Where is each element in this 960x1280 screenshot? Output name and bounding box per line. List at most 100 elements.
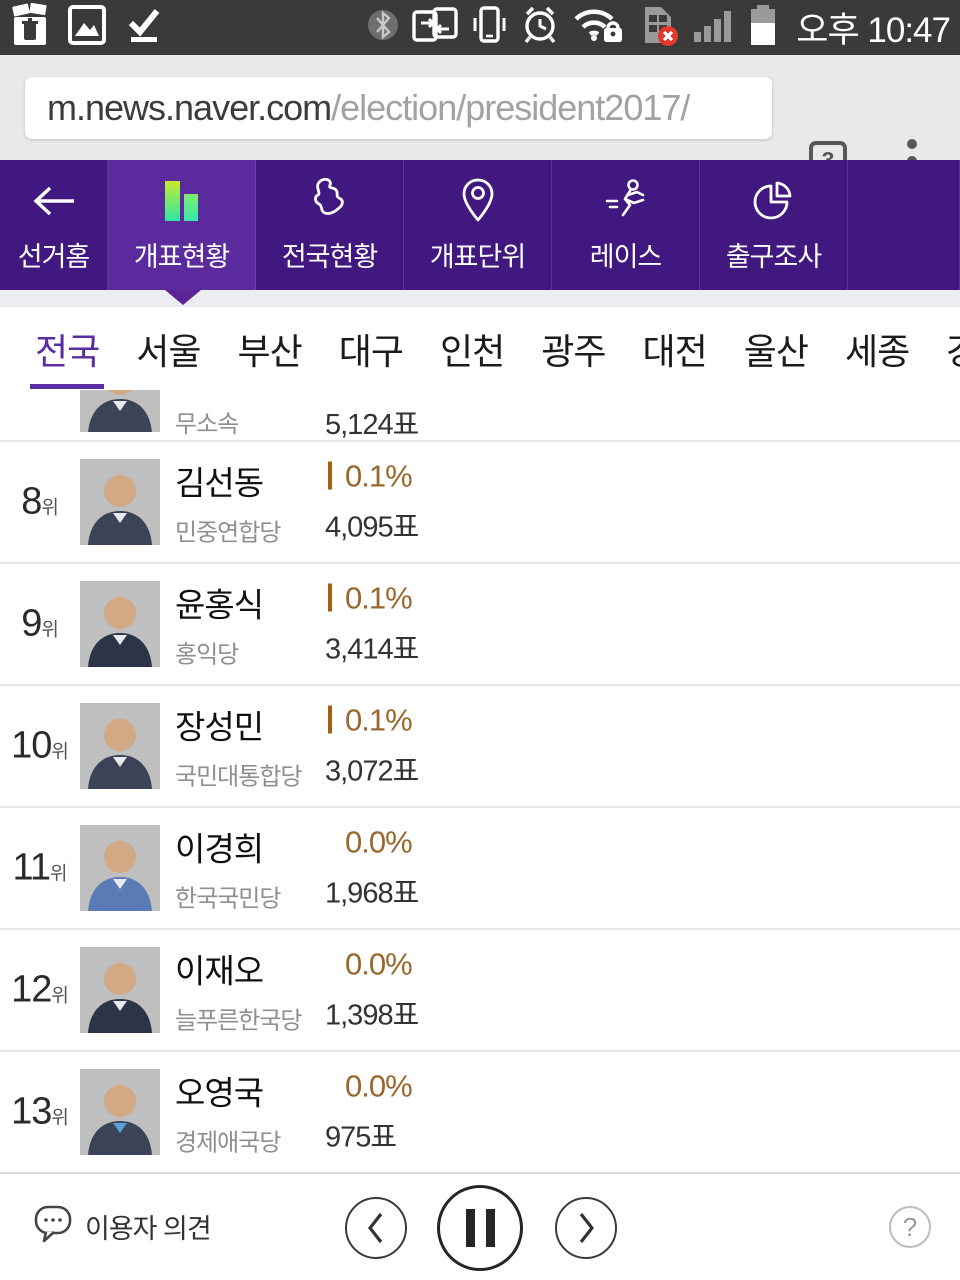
status-left-icons: [10, 2, 164, 52]
candidate-photo: [80, 825, 160, 911]
status-bar: 오후 10:47: [0, 0, 960, 55]
candidate-name: 윤홍식: [175, 586, 264, 624]
candidate-percent: 0.1%: [325, 459, 418, 495]
candidate-row[interactable]: 11위 이경희 한국국민당 0.0% 1,968표: [0, 806, 960, 928]
nav-item-national-status[interactable]: 전국현황: [256, 160, 404, 290]
candidate-votes: 3,072표: [325, 755, 419, 788]
speech-bubble-icon: [33, 1202, 73, 1251]
selected-tab-caret: [165, 290, 201, 305]
percent-bar: [328, 705, 332, 734]
candidate-votes: 1,398표: [325, 999, 419, 1032]
candidate-votes: 975표: [325, 1121, 397, 1154]
candidate-rank: 8위: [21, 480, 59, 523]
nav-item-race[interactable]: 레이스: [552, 160, 700, 290]
election-nav: 선거홈 개표현황: [0, 160, 960, 290]
location-pin-icon: [458, 176, 498, 226]
pause-icon: [485, 1209, 495, 1247]
candidate-percent: 0.1%: [325, 581, 418, 617]
region-tab-gangwon[interactable]: 강: [946, 307, 960, 390]
next-button[interactable]: [555, 1197, 617, 1259]
prev-button[interactable]: [345, 1197, 407, 1259]
region-tab-incheon[interactable]: 인천: [440, 330, 505, 372]
candidate-photo: [80, 581, 160, 667]
candidate-party: 한국국민당: [175, 885, 281, 913]
candidate-votes: 5,124표: [325, 409, 419, 441]
candidate-name: 이재오: [175, 952, 264, 990]
candidate-percent: 0.1%: [325, 703, 418, 739]
nav-item-election-home[interactable]: 선거홈: [0, 160, 108, 290]
wifi-lock-icon: [572, 4, 624, 51]
nav-item-count-unit[interactable]: 개표단위: [404, 160, 552, 290]
candidate-rank: 12위: [11, 968, 69, 1011]
candidate-percent: 0.0%: [345, 824, 413, 860]
region-tab-seoul[interactable]: 서울: [136, 330, 201, 372]
battery-icon: [747, 3, 779, 52]
bar-chart-icon: [159, 176, 205, 226]
trash-box-icon: [10, 2, 50, 52]
candidate-party: 국민대통합당: [175, 763, 302, 791]
candidate-name: 이경희: [175, 830, 264, 868]
region-tabs: 전국 서울 부산 대구 인천 광주 대전 울산 세종 강: [0, 307, 960, 390]
alarm-icon: [519, 4, 561, 51]
candidate-party: 민중연합당: [175, 519, 281, 547]
nav-filler: [848, 160, 960, 290]
candidate-photo: [80, 703, 160, 789]
candidate-party: 홍익당: [175, 641, 239, 669]
back-arrow-icon: [28, 176, 80, 226]
candidate-rank: 11위: [12, 846, 68, 889]
region-tab-daejeon[interactable]: 대전: [642, 330, 708, 372]
percent-bar: [328, 583, 332, 612]
nav-item-exit-poll[interactable]: 출구조사: [700, 160, 848, 290]
candidate-party: 무소속: [175, 411, 239, 438]
candidate-votes: 3,414표: [325, 633, 419, 666]
runner-icon: [600, 176, 652, 226]
user-feedback-button[interactable]: 이용자 의견: [33, 1202, 212, 1251]
candidate-rank: 9위: [21, 602, 59, 645]
chevron-right-icon: [579, 1213, 595, 1243]
gallery-icon: [66, 3, 108, 52]
candidate-photo: [80, 947, 160, 1033]
candidate-party: 늘푸른한국당: [175, 1007, 302, 1035]
pause-icon: [465, 1209, 475, 1247]
region-tab-sejong[interactable]: 세종: [845, 330, 910, 372]
region-tab-daegu[interactable]: 대구: [338, 330, 404, 372]
candidate-party: 경제애국당: [175, 1129, 281, 1157]
candidate-name: 장성민: [175, 708, 264, 746]
nav-item-count-status[interactable]: 개표현황: [108, 160, 256, 290]
url-domain: m.news.naver.com: [47, 87, 332, 128]
region-tab-ulsan[interactable]: 울산: [743, 330, 809, 372]
candidate-row[interactable]: 8위 김선동 민중연합당 0.1% 4,095표: [0, 440, 960, 562]
nav-caret-band: [0, 290, 960, 307]
feedback-label: 이용자 의견: [85, 1214, 212, 1244]
candidate-rank: 10위: [11, 724, 69, 767]
status-time: 오후 10:47: [796, 11, 951, 50]
bluetooth-icon: [366, 6, 400, 49]
pause-button[interactable]: [437, 1185, 523, 1271]
footer-bar: 이용자 의견 ?: [0, 1172, 960, 1280]
percent-bar: [328, 461, 332, 490]
sim-error-icon: [635, 3, 681, 52]
check-done-icon: [124, 3, 164, 52]
chevron-left-icon: [367, 1213, 383, 1243]
browser-toolbar: m.news.naver.com/election/president2017/…: [0, 55, 960, 183]
candidate-rank: 13위: [11, 1090, 69, 1133]
candidate-name: 오영국: [175, 1074, 264, 1112]
candidate-list: 무소속 5,124표 8위 김선동 민중연합당 0.1% 4,095표 9위 윤홍식…: [0, 390, 960, 1172]
region-tab-national[interactable]: 전국: [29, 307, 105, 390]
candidate-percent: 0.0%: [345, 946, 413, 982]
signal-icon: [692, 4, 736, 51]
vibrate-icon: [470, 4, 508, 51]
screen-swap-icon: [411, 5, 459, 50]
candidate-row-partial[interactable]: 무소속 5,124표: [0, 390, 960, 441]
candidate-percent: 0.0%: [345, 1068, 413, 1104]
url-bar[interactable]: m.news.naver.com/election/president2017/: [25, 77, 772, 139]
help-button[interactable]: ?: [889, 1206, 931, 1248]
region-tab-busan[interactable]: 부산: [237, 330, 303, 372]
region-tab-gwangju[interactable]: 광주: [541, 330, 606, 372]
pie-chart-icon: [750, 176, 798, 226]
